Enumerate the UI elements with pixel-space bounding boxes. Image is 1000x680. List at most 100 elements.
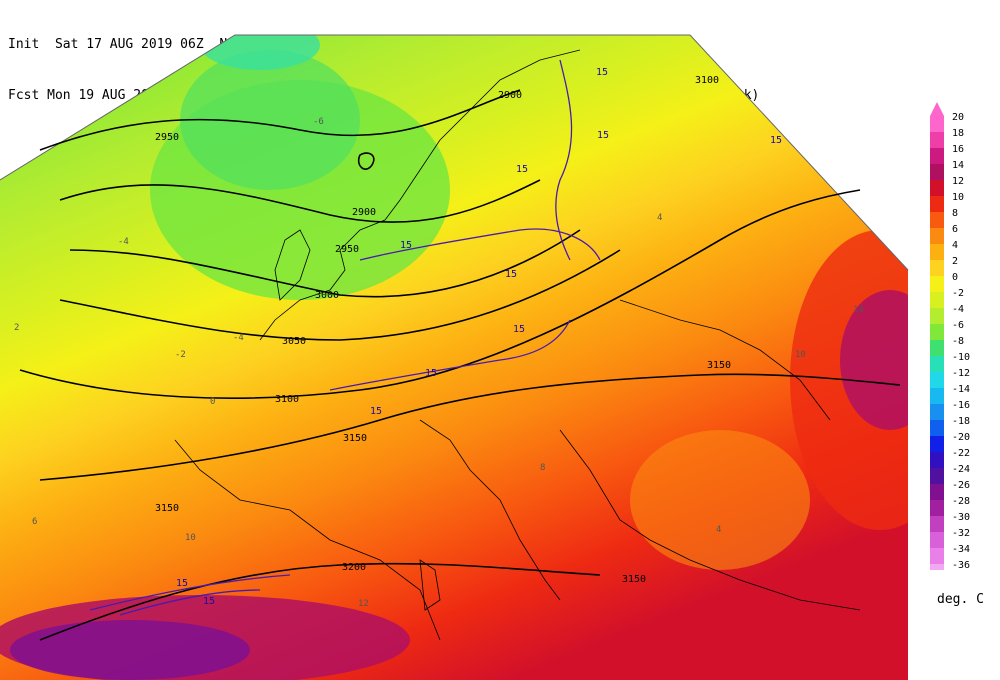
legend-label: -34 (952, 544, 970, 555)
legend-swatch (930, 468, 944, 484)
temp-label: 12 (358, 599, 369, 609)
legend-label: 12 (952, 176, 964, 187)
legend-swatch (930, 164, 944, 180)
legend-label: 2 (952, 256, 958, 267)
legend-swatch (930, 420, 944, 436)
legend-label: -36 (952, 560, 970, 570)
temp-label: -4 (118, 237, 129, 247)
height-label: 3100 (695, 75, 719, 86)
legend-label: -30 (952, 512, 970, 523)
legend-swatch (930, 308, 944, 324)
weather-map: 2900 2950 2900 2950 3000 3050 3100 3100 … (0, 34, 909, 680)
height-contours (19, 89, 901, 641)
legend-arrow-icon (930, 102, 944, 116)
wind-labels: 15 15 15 15 15 15 15 15 15 15 15 (176, 67, 782, 607)
legend-swatch (930, 228, 944, 244)
temp-label: 14 (853, 305, 864, 315)
wind-label: 15 (176, 578, 188, 589)
wind-label: 15 (203, 596, 215, 607)
legend-label: -22 (952, 448, 970, 459)
wind-label: 15 (505, 269, 517, 280)
legend-label: 14 (952, 160, 964, 171)
legend-swatch (930, 116, 944, 132)
height-label: 3150 (343, 433, 367, 444)
legend-label: -26 (952, 480, 970, 491)
legend-label: 4 (952, 240, 958, 251)
temperature-legend: 20 18 16 14 12 10 8 6 4 2 0 -2 -4 -6 -8 -10 -12 -14 -16 -18… (929, 100, 989, 580)
temperature-labels: -6 -4 -4 -2 0 2 4 4 6 8 10 10 12 14 (14, 117, 864, 609)
legend-swatch (930, 132, 944, 148)
temp-label: 4 (716, 525, 721, 535)
legend-label: -2 (952, 288, 964, 299)
legend-label: -24 (952, 464, 970, 475)
legend-label: -32 (952, 528, 970, 539)
height-label: 2900 (352, 207, 376, 218)
legend-units: deg. C (937, 592, 984, 607)
legend-swatch (930, 404, 944, 420)
wind-label: 15 (425, 368, 437, 379)
legend-swatch (930, 340, 944, 356)
legend-swatch (930, 356, 944, 372)
legend-swatch (930, 388, 944, 404)
legend-swatch (930, 516, 944, 532)
legend-swatch (930, 212, 944, 228)
legend-label: 8 (952, 208, 958, 219)
temp-label: 2 (14, 323, 19, 333)
legend-label: -6 (952, 320, 964, 331)
legend-swatch (930, 372, 944, 388)
wind-label: 15 (770, 135, 782, 146)
legend-colorbar: 20181614121086420-2-4-6-8-10-12-14-16-18… (930, 102, 970, 580)
legend-swatch (930, 548, 944, 564)
legend-label: -16 (952, 400, 970, 411)
temp-label: 4 (657, 213, 662, 223)
wind-label: 15 (597, 130, 609, 141)
height-labels: 2900 2950 2900 2950 3000 3050 3100 3100 … (155, 75, 731, 585)
legend-swatch (930, 532, 944, 548)
coastlines (174, 49, 861, 641)
legend-swatch (930, 484, 944, 500)
legend-label: -20 (952, 432, 970, 443)
height-label: 3150 (707, 360, 731, 371)
legend-label: -8 (952, 336, 964, 347)
legend-label: -12 (952, 368, 970, 379)
legend-swatch (930, 292, 944, 308)
legend-swatch (930, 452, 944, 468)
temp-label: 10 (795, 350, 806, 360)
temp-label: -2 (175, 350, 186, 360)
legend-swatch (930, 436, 944, 452)
legend-label: 16 (952, 144, 964, 155)
temp-label: 6 (32, 517, 37, 527)
legend-swatch (930, 276, 944, 292)
legend-swatch (930, 500, 944, 516)
height-label: 3150 (155, 503, 179, 514)
legend-swatch (930, 260, 944, 276)
wind-label: 15 (400, 240, 412, 251)
wind-label: 15 (596, 67, 608, 78)
height-label: 2900 (498, 90, 522, 101)
wind-label: 15 (516, 164, 528, 175)
height-label: 3200 (342, 562, 366, 573)
legend-label: -28 (952, 496, 970, 507)
legend-label: 18 (952, 128, 964, 139)
height-label: 3150 (622, 574, 646, 585)
map-boundary (0, 34, 909, 271)
legend-swatch (930, 324, 944, 340)
temp-label: -6 (313, 117, 324, 127)
legend-label: -10 (952, 352, 970, 363)
temp-label: 0 (210, 397, 215, 407)
wind-label: 15 (370, 406, 382, 417)
height-label: 3050 (282, 336, 306, 347)
legend-swatch (930, 148, 944, 164)
legend-label: 6 (952, 224, 958, 235)
height-label: 2950 (335, 244, 359, 255)
temp-label: -4 (233, 333, 244, 343)
legend-swatch (930, 180, 944, 196)
temp-label: 8 (540, 463, 545, 473)
legend-label: 0 (952, 272, 958, 283)
legend-label: -4 (952, 304, 964, 315)
height-label: 3100 (275, 394, 299, 405)
legend-label: 10 (952, 192, 964, 203)
legend-label: 20 (952, 112, 964, 123)
wind-contours (89, 59, 601, 616)
temperature-shading (0, 35, 908, 680)
